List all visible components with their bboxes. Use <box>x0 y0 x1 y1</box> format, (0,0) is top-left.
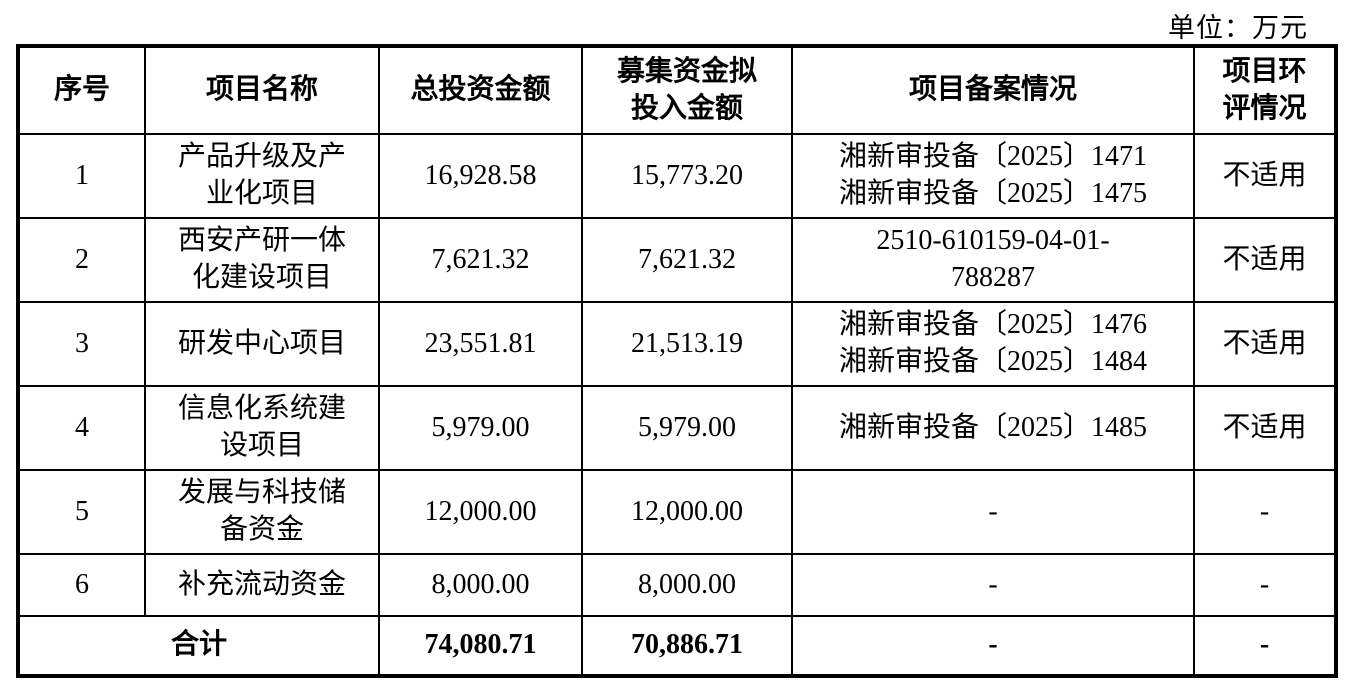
row-no: 2 <box>17 217 146 303</box>
row-filing: - <box>791 469 1195 555</box>
total-investment: 74,080.71 <box>378 615 583 677</box>
row-total: 12,000.00 <box>378 469 583 555</box>
row-filing: 2510-610159-04-01- 788287 <box>791 217 1195 303</box>
row-no: 4 <box>17 385 146 471</box>
row-name: 西安产研一体 化建设项目 <box>144 217 380 303</box>
row-no: 1 <box>17 133 146 219</box>
header-name: 项目名称 <box>144 45 380 135</box>
row-no: 6 <box>17 553 146 617</box>
row-total: 16,928.58 <box>378 133 583 219</box>
header-total: 总投资金额 <box>378 45 583 135</box>
row-env: 不适用 <box>1193 133 1337 219</box>
header-env: 项目环 评情况 <box>1193 45 1337 135</box>
table-body: 1 产品升级及产 业化项目 16,928.58 15,773.20 湘新审投备〔2025… <box>17 133 1337 617</box>
table-row: 5 发展与科技储 备资金 12,000.00 12,000.00- - <box>17 469 1337 555</box>
row-raised: 21,513.19 <box>581 301 793 387</box>
row-name: 信息化系统建 设项目 <box>144 385 380 471</box>
fund-usage-table: 序号 项目名称 总投资金额 募集资金拟 投入金额 项目备案情况 项目环 评情况 … <box>16 44 1338 678</box>
row-env: - <box>1193 469 1337 555</box>
row-env: 不适用 <box>1193 301 1337 387</box>
header-filing: 项目备案情况 <box>791 45 1195 135</box>
row-total: 7,621.32 <box>378 217 583 303</box>
row-raised: 5,979.00 <box>581 385 793 471</box>
total-raised: 70,886.71 <box>581 615 793 677</box>
table-total-row: 合计 74,080.71 70,886.71 - - <box>17 615 1337 677</box>
unit-label: 单位：万元 <box>1168 13 1308 43</box>
row-filing: 湘新审投备〔2025〕1476 湘新审投备〔2025〕1484 <box>791 301 1195 387</box>
row-no: 3 <box>17 301 146 387</box>
row-raised: 12,000.00 <box>581 469 793 555</box>
row-total: 5,979.00 <box>378 385 583 471</box>
row-env: 不适用 <box>1193 217 1337 303</box>
row-name: 补充流动资金 <box>144 553 380 617</box>
total-filing: - <box>791 615 1195 677</box>
row-env: 不适用 <box>1193 385 1337 471</box>
table-row: 6 补充流动资金 8,000.00 8,000.00- - <box>17 553 1337 617</box>
table-header-row: 序号 项目名称 总投资金额 募集资金拟 投入金额 项目备案情况 项目环 评情况 <box>17 45 1337 135</box>
row-filing: - <box>791 553 1195 617</box>
row-no: 5 <box>17 469 146 555</box>
table-row: 3 研发中心项目 23,551.81 21,513.19 湘新审投备〔2025〕1476… <box>17 301 1337 387</box>
table-row: 4 信息化系统建 设项目 5,979.00 5,979.00 湘新审投备〔2025〕14… <box>17 385 1337 471</box>
row-name: 研发中心项目 <box>144 301 380 387</box>
total-env: - <box>1193 615 1337 677</box>
header-no: 序号 <box>17 45 146 135</box>
row-env: - <box>1193 553 1337 617</box>
row-total: 8,000.00 <box>378 553 583 617</box>
total-label: 合计 <box>17 615 380 677</box>
row-filing: 湘新审投备〔2025〕1485 <box>791 385 1195 471</box>
row-name: 发展与科技储 备资金 <box>144 469 380 555</box>
row-raised: 8,000.00 <box>581 553 793 617</box>
row-raised: 15,773.20 <box>581 133 793 219</box>
header-raised: 募集资金拟 投入金额 <box>581 45 793 135</box>
row-name: 产品升级及产 业化项目 <box>144 133 380 219</box>
table-row: 1 产品升级及产 业化项目 16,928.58 15,773.20 湘新审投备〔2025… <box>17 133 1337 219</box>
row-total: 23,551.81 <box>378 301 583 387</box>
row-raised: 7,621.32 <box>581 217 793 303</box>
table-row: 2 西安产研一体 化建设项目 7,621.32 7,621.32 2510-610159… <box>17 217 1337 303</box>
row-filing: 湘新审投备〔2025〕1471 湘新审投备〔2025〕1475 <box>791 133 1195 219</box>
